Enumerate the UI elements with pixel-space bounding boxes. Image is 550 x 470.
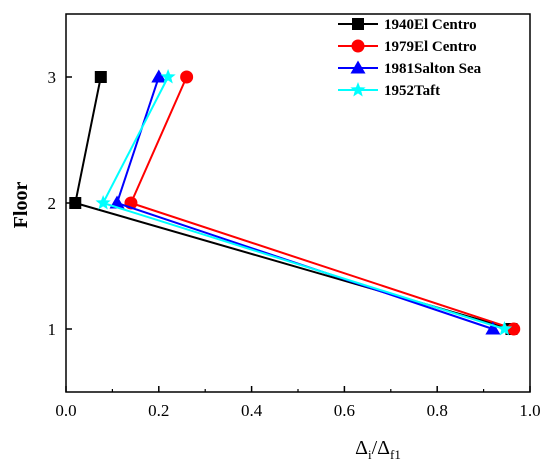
legend-entry-2: 1979El Centro xyxy=(338,39,477,55)
legend-entry-1: 1940El Centro xyxy=(338,17,477,33)
series-line xyxy=(129,76,515,330)
data-point-star xyxy=(496,321,513,336)
x-axis-title: Δi/Δf1 xyxy=(355,437,401,462)
data-point-star xyxy=(160,69,176,84)
legend-label: 1979El Centro xyxy=(384,39,477,55)
x-tick-label: 0.0 xyxy=(55,401,76,420)
x-axis-title-sub2: f1 xyxy=(390,447,401,462)
data-point-star xyxy=(350,82,366,97)
series-3 xyxy=(109,69,501,335)
legend-label: 1940El Centro xyxy=(384,17,477,33)
data-point-square xyxy=(69,197,82,209)
y-tick-label: 2 xyxy=(48,194,57,213)
data-point-triangle xyxy=(485,321,501,335)
x-tick-label: 0.8 xyxy=(427,401,448,420)
legend-label: 1952Taft xyxy=(384,83,440,99)
data-point-circle xyxy=(351,39,365,53)
data-point-square xyxy=(352,18,364,30)
series-line xyxy=(115,76,494,330)
series-2 xyxy=(124,70,521,336)
legend: 1940El Centro 1979El Centro 1981Salton Sea… xyxy=(338,17,482,99)
series-4 xyxy=(95,69,513,336)
y-tick-label: 1 xyxy=(48,320,57,339)
series-layer xyxy=(69,69,521,336)
data-point-square xyxy=(94,71,107,83)
x-tick-label: 0.2 xyxy=(148,401,169,420)
y-axis-title: Floor xyxy=(10,182,32,229)
data-point-triangle xyxy=(151,69,167,83)
data-point-circle xyxy=(180,70,194,84)
x-axis-title-main2: Δ xyxy=(377,437,390,459)
data-point-star xyxy=(95,195,111,210)
legend-entry-4: 1952Taft xyxy=(338,82,440,99)
x-axis-title-slash: / xyxy=(372,437,378,459)
ticks-layer: 0.0 0.2 0.4 0.6 0.8 1.0 1 2 3 xyxy=(48,68,541,420)
legend-label: 1981Salton Sea xyxy=(384,61,482,77)
x-tick-label: 0.6 xyxy=(334,401,355,420)
y-tick-label: 3 xyxy=(48,68,57,87)
x-axis-title-sub1: i xyxy=(368,447,372,462)
legend-entry-3: 1981Salton Sea xyxy=(338,60,482,77)
series-line xyxy=(101,76,505,330)
series-line xyxy=(74,76,512,330)
data-point-circle xyxy=(507,322,521,336)
x-tick-label: 0.4 xyxy=(241,401,263,420)
data-point-triangle xyxy=(350,60,366,74)
x-axis-title-main1: Δ xyxy=(355,437,368,459)
x-tick-label: 1.0 xyxy=(519,401,540,420)
